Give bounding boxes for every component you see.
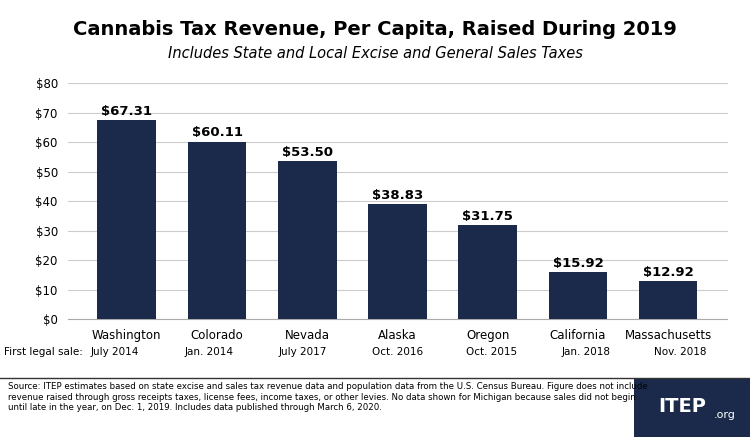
Text: Nov. 2018: Nov. 2018	[654, 347, 706, 357]
Bar	[188, 142, 246, 319]
Text: July 2014: July 2014	[91, 347, 139, 357]
Bar	[98, 121, 156, 319]
Text: $53.50: $53.50	[282, 146, 333, 159]
Bar	[368, 205, 427, 319]
Text: Source: ITEP estimates based on state excise and sales tax revenue data and popu: Source: ITEP estimates based on state ex…	[8, 382, 647, 412]
Text: Jan. 2018: Jan. 2018	[562, 347, 610, 357]
Text: $15.92: $15.92	[553, 257, 603, 270]
Text: Includes State and Local Excise and General Sales Taxes: Includes State and Local Excise and Gene…	[167, 46, 583, 61]
Bar	[549, 272, 608, 319]
Bar	[458, 225, 517, 319]
Text: ITEP: ITEP	[658, 397, 706, 416]
Text: Oct. 2015: Oct. 2015	[466, 347, 518, 357]
Text: Oct. 2016: Oct. 2016	[372, 347, 423, 357]
Text: $38.83: $38.83	[372, 189, 423, 202]
Text: July 2017: July 2017	[279, 347, 328, 357]
Text: Jan. 2014: Jan. 2014	[184, 347, 233, 357]
Text: First legal sale:: First legal sale:	[4, 347, 82, 357]
Text: Cannabis Tax Revenue, Per Capita, Raised During 2019: Cannabis Tax Revenue, Per Capita, Raised…	[73, 20, 677, 38]
Text: $60.11: $60.11	[191, 126, 242, 139]
Text: $12.92: $12.92	[643, 266, 694, 278]
Bar	[639, 281, 698, 319]
Bar	[278, 161, 337, 319]
Text: $31.75: $31.75	[462, 210, 513, 223]
Text: .org: .org	[713, 409, 735, 420]
Text: $67.31: $67.31	[101, 105, 152, 118]
